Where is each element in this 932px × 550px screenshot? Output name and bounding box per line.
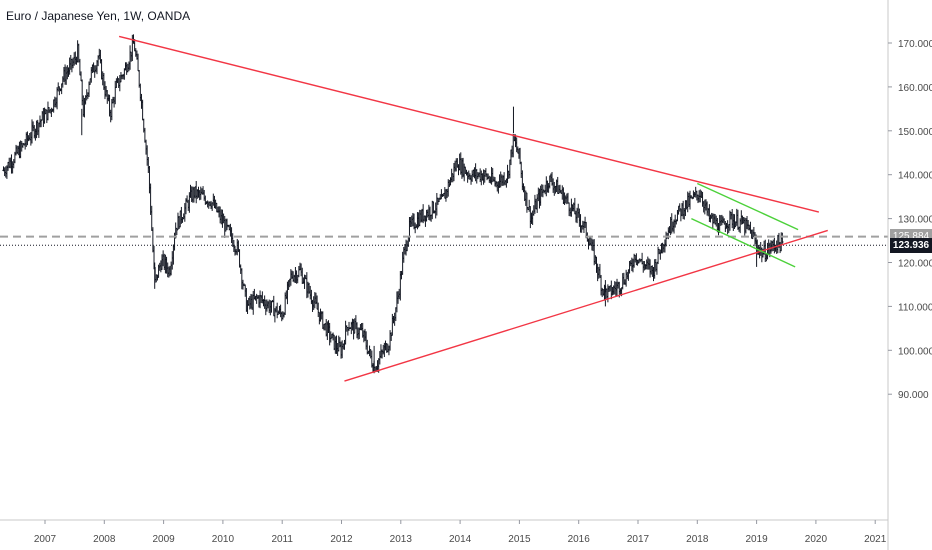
x-axis-tick-label: 2008 [93, 534, 116, 545]
upper-red-trendline [118, 35, 820, 213]
y-axis-tick-label: 120.000 [898, 259, 932, 270]
price-bars-layer [2, 34, 784, 374]
y-axis-tick-label: 150.000 [898, 127, 932, 138]
horizontal-levels-layer [0, 235, 888, 246]
lower-green-channel-line [691, 217, 796, 268]
price-bar [781, 232, 784, 244]
price-bar [347, 321, 351, 331]
x-axis-tick-label: 2011 [271, 534, 293, 545]
y-axis-tick-label: 160.000 [898, 83, 932, 94]
y-axis-tick-label: 140.000 [898, 171, 932, 182]
x-axis-tick-label: 2019 [745, 534, 768, 545]
symbol-title: Euro / Japanese Yen, 1W, OANDA [6, 9, 191, 23]
x-axis-tick-label: 2016 [568, 534, 591, 545]
y-axis-tick-label: 90.000 [898, 390, 929, 401]
last-price-tag: 123.936 [890, 237, 932, 253]
lower-red-trendline [344, 229, 828, 382]
y-axis-tick-label: 110.000 [898, 302, 932, 313]
x-axis-tick-label: 2017 [627, 534, 650, 545]
x-axis-tick-label: 2012 [330, 534, 353, 545]
x-axis-tick-label: 2009 [152, 534, 175, 545]
x-axis-tick-label: 2020 [805, 534, 828, 545]
y-axis-tick-label: 100.000 [898, 346, 932, 357]
x-axis-tick-label: 2015 [508, 534, 531, 545]
x-axis-tick-label: 2021 [864, 534, 887, 545]
y-axis-tick-label: 130.000 [898, 215, 932, 226]
x-axis-tick-label: 2018 [686, 534, 709, 545]
trendlines-layer [118, 35, 828, 382]
x-axis-tick-label: 2007 [34, 534, 57, 545]
y-axis-tick-label: 170.000 [898, 39, 932, 50]
x-axis-tick-label: 2010 [212, 534, 235, 545]
x-axis-tick-label: 2013 [390, 534, 413, 545]
x-axis-tick-label: 2014 [449, 534, 472, 545]
upper-green-channel-line [697, 182, 799, 231]
